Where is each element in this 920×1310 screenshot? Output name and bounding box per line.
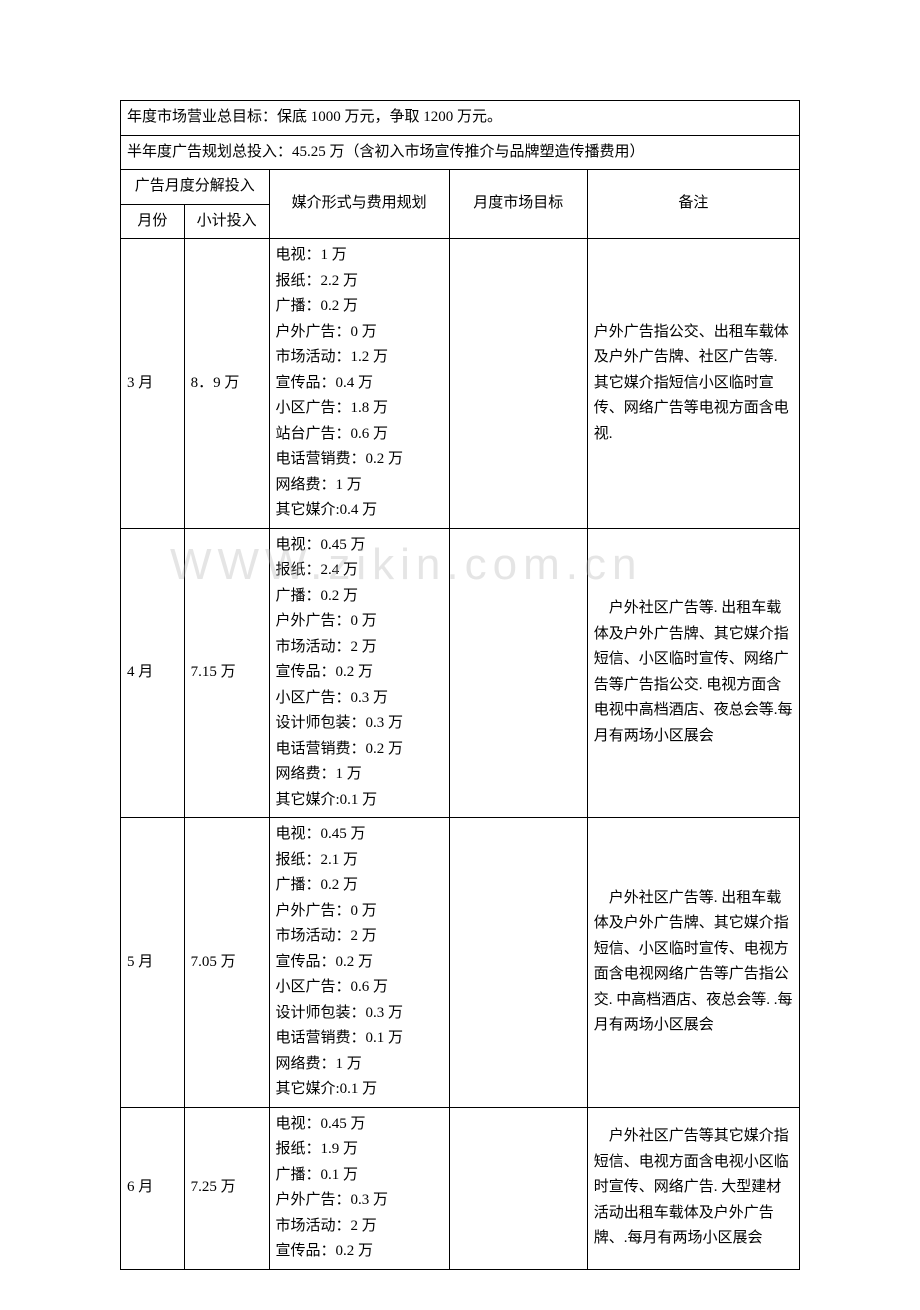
- cell-target: [449, 528, 587, 818]
- header-row-cols-1: 广告月度分解投入 媒介形式与费用规划 月度市场目标 备注: [121, 170, 800, 205]
- cell-target: [449, 1107, 587, 1269]
- cell-media: 电视：1 万 报纸：2.2 万 广播：0.2 万 户外广告：0 万 市场活动：1…: [269, 239, 449, 529]
- table-row: 3 月 8．9 万 电视：1 万 报纸：2.2 万 广播：0.2 万 户外广告：…: [121, 239, 800, 529]
- header-total-target: 年度市场营业总目标：保底 1000 万元，争取 1200 万元。: [121, 101, 800, 136]
- budget-table: 年度市场营业总目标：保底 1000 万元，争取 1200 万元。 半年度广告规划…: [120, 100, 800, 1270]
- table-row: 6 月 7.25 万 电视：0.45 万 报纸：1.9 万 广播：0.1 万 户…: [121, 1107, 800, 1269]
- table-row: 4 月 7.15 万 电视：0.45 万 报纸：2.4 万 广播：0.2 万 户…: [121, 528, 800, 818]
- cell-month: 3 月: [121, 239, 185, 529]
- cell-remark: 户外社区广告等. 出租车载体及户外广告牌、其它媒介指短信、小区临时宣传、网络广告…: [587, 528, 799, 818]
- cell-subtotal: 8．9 万: [184, 239, 269, 529]
- cell-month: 6 月: [121, 1107, 185, 1269]
- cell-media: 电视：0.45 万 报纸：1.9 万 广播：0.1 万 户外广告：0.3 万 市…: [269, 1107, 449, 1269]
- col-subtotal: 小计投入: [184, 204, 269, 239]
- col-remark: 备注: [587, 170, 799, 239]
- cell-remark: 户外社区广告等其它媒介指短信、电视方面含电视小区临时宣传、网络广告. 大型建材活…: [587, 1107, 799, 1269]
- cell-media: 电视：0.45 万 报纸：2.1 万 广播：0.2 万 户外广告：0 万 市场活…: [269, 818, 449, 1108]
- cell-month: 5 月: [121, 818, 185, 1108]
- cell-media: 电视：0.45 万 报纸：2.4 万 广播：0.2 万 户外广告：0 万 市场活…: [269, 528, 449, 818]
- header-ad-plan: 半年度广告规划总投入：45.25 万（含初入市场宣传推介与品牌塑造传播费用）: [121, 135, 800, 170]
- cell-subtotal: 7.25 万: [184, 1107, 269, 1269]
- col-media: 媒介形式与费用规划: [269, 170, 449, 239]
- cell-remark: 户外社区广告等. 出租车载体及户外广告牌、其它媒介指短信、小区临时宣传、电视方面…: [587, 818, 799, 1108]
- col-monthly-target: 月度市场目标: [449, 170, 587, 239]
- table-row: 5 月 7.05 万 电视：0.45 万 报纸：2.1 万 广播：0.2 万 户…: [121, 818, 800, 1108]
- cell-target: [449, 239, 587, 529]
- header-row-adplan: 半年度广告规划总投入：45.25 万（含初入市场宣传推介与品牌塑造传播费用）: [121, 135, 800, 170]
- cell-remark: 户外广告指公交、出租车载体及户外广告牌、社区广告等. 其它媒介指短信小区临时宣传…: [587, 239, 799, 529]
- cell-subtotal: 7.15 万: [184, 528, 269, 818]
- header-row-total: 年度市场营业总目标：保底 1000 万元，争取 1200 万元。: [121, 101, 800, 136]
- col-month: 月份: [121, 204, 185, 239]
- col-group-monthly: 广告月度分解投入: [121, 170, 270, 205]
- cell-target: [449, 818, 587, 1108]
- cell-month: 4 月: [121, 528, 185, 818]
- cell-subtotal: 7.05 万: [184, 818, 269, 1108]
